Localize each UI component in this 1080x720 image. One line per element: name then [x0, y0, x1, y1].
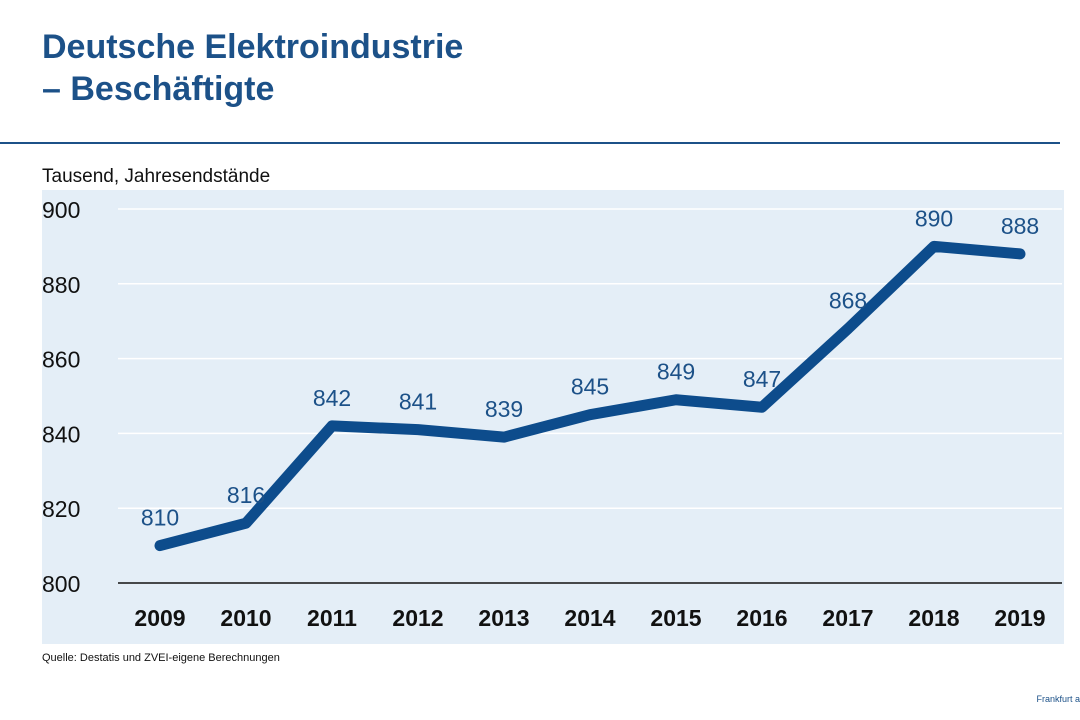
data-label: 890 [915, 205, 953, 231]
y-tick-label: 820 [42, 496, 80, 522]
series-line [154, 240, 1026, 552]
y-tick-label: 800 [42, 571, 80, 597]
page-title: Deutsche Elektroindustrie – Beschäftigte [42, 26, 463, 110]
x-tick-label: 2013 [478, 605, 529, 631]
title-line-1: Deutsche Elektroindustrie [42, 28, 464, 66]
y-tick-label: 840 [42, 421, 80, 447]
data-label: 888 [1001, 213, 1039, 239]
x-tick-label: 2014 [564, 605, 615, 631]
y-tick-label: 860 [42, 347, 80, 373]
data-label: 868 [829, 288, 867, 314]
x-tick-label: 2009 [134, 605, 185, 631]
data-label: 816 [227, 482, 265, 508]
x-tick-label: 2012 [392, 605, 443, 631]
x-tick-label: 2015 [650, 605, 701, 631]
data-label: 810 [141, 505, 179, 531]
y-tick-label: 900 [42, 197, 80, 223]
plot-background [42, 190, 1064, 644]
source-note: Quelle: Destatis und ZVEI-eigene Berechn… [42, 652, 280, 664]
title-divider [0, 142, 1060, 144]
x-tick-label: 2018 [908, 605, 959, 631]
x-tick-label: 2017 [822, 605, 873, 631]
y-tick-label: 880 [42, 272, 80, 298]
data-label: 839 [485, 396, 523, 422]
y-axis-unit-label: Tausend, Jahresendstände [42, 166, 271, 187]
data-label: 842 [313, 385, 351, 411]
x-tick-label: 2019 [994, 605, 1045, 631]
x-tick-label: 2011 [307, 605, 357, 631]
data-label: 849 [657, 359, 695, 385]
data-label: 841 [399, 389, 437, 415]
x-tick-label: 2016 [736, 605, 787, 631]
footer-note: Frankfurt a [1036, 694, 1080, 704]
x-tick-label: 2010 [220, 605, 271, 631]
title-line-2: – Beschäftigte [42, 70, 275, 108]
data-label: 845 [571, 374, 609, 400]
data-label: 847 [743, 366, 781, 392]
